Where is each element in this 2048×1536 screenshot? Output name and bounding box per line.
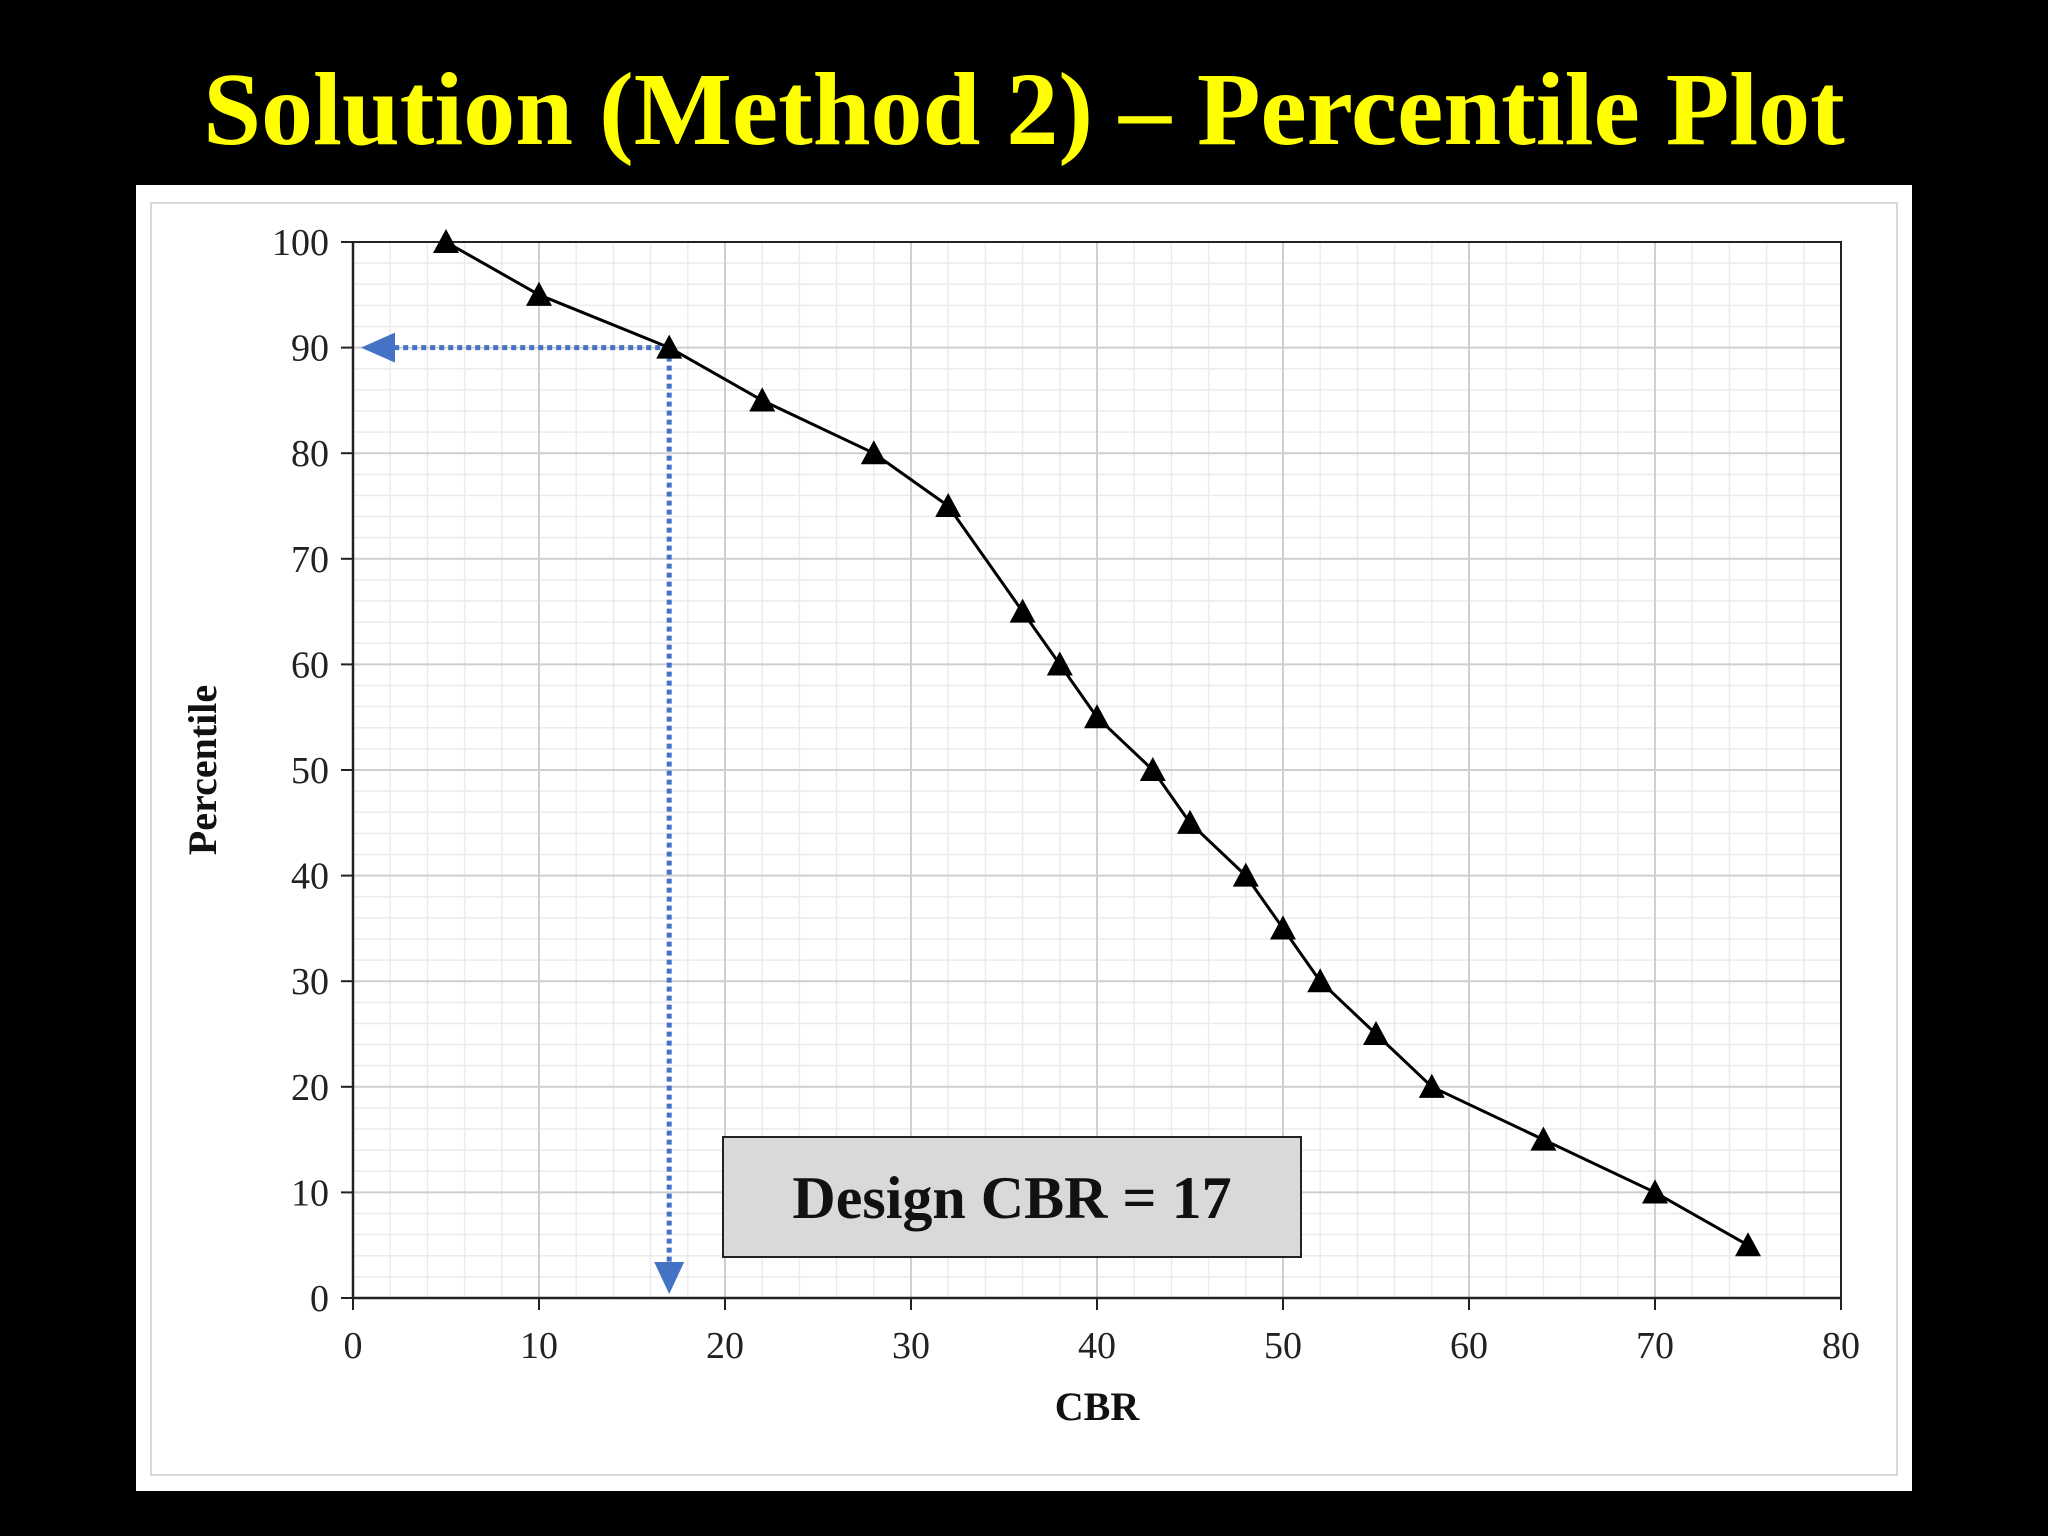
y-tick-label: 90 <box>291 328 329 370</box>
data-point-marker <box>1139 757 1166 782</box>
x-tick-label: 70 <box>1636 1325 1674 1367</box>
x-tick-label: 50 <box>1264 1325 1302 1367</box>
y-tick-label: 60 <box>291 644 329 686</box>
data-point-marker <box>860 440 887 465</box>
x-tick-label: 40 <box>1078 1325 1116 1367</box>
data-point-marker <box>1177 809 1203 834</box>
y-tick-label: 20 <box>291 1067 329 1109</box>
annotation-text: Design CBR = 17 <box>792 1165 1231 1231</box>
down-arrow-head <box>654 1262 685 1294</box>
chart-panel: 0 10 20 30 40 50 60 70 80 0 10 20 30 40 50 60 70 80 90 100 … <box>136 185 1912 1491</box>
data-point-marker <box>1735 1232 1761 1257</box>
guide-lines <box>361 332 685 1294</box>
data-point-marker <box>1046 651 1073 676</box>
x-tick-label: 80 <box>1822 1325 1860 1367</box>
data-point-marker <box>1232 862 1259 887</box>
data-point-marker <box>1642 1179 1668 1204</box>
data-point-marker <box>1307 968 1334 993</box>
y-tick-label: 40 <box>291 856 329 898</box>
y-tick-label: 50 <box>291 750 329 792</box>
data-point-marker <box>1009 598 1036 623</box>
data-point-marker <box>1270 915 1296 940</box>
tick-labels: 0 10 20 30 40 50 60 70 80 0 10 20 30 40 50 60 70 80 90 100 <box>272 222 1860 1367</box>
data-point-marker <box>433 229 459 254</box>
x-tick-label: 10 <box>520 1325 558 1367</box>
data-point-marker <box>935 493 962 518</box>
y-tick-label: 100 <box>272 222 329 264</box>
x-tick-label: 60 <box>1450 1325 1488 1367</box>
data-point-marker <box>1418 1073 1445 1098</box>
x-tick-label: 30 <box>892 1325 930 1367</box>
annotation: Design CBR = 17 <box>722 1136 1302 1258</box>
series <box>433 229 1761 1257</box>
slide-title: Solution (Method 2) – Percentile Plot <box>203 52 1845 167</box>
axes <box>341 241 1842 1310</box>
x-tick-label: 20 <box>706 1325 744 1367</box>
data-point-marker <box>1363 1021 1389 1046</box>
data-point-marker <box>656 334 683 359</box>
percentile-chart: 0 10 20 30 40 50 60 70 800102030405060708090100 … <box>150 202 1898 1476</box>
y-tick-label: 30 <box>291 961 329 1003</box>
x-axis-label: CBR <box>1055 1384 1141 1429</box>
x-tick-label: 0 <box>344 1325 363 1367</box>
y-tick-label: 10 <box>291 1172 329 1214</box>
y-tick-label: 70 <box>291 539 329 581</box>
y-tick-label: 80 <box>291 433 329 475</box>
data-point-marker <box>1530 1126 1557 1151</box>
y-axis-label: Percentile <box>180 685 225 855</box>
y-tick-label: 0 <box>310 1278 329 1320</box>
plot-area-border <box>150 202 1898 1476</box>
left-arrow-head <box>361 332 395 363</box>
annotation-box <box>722 1136 1302 1258</box>
data-point-marker <box>749 387 776 412</box>
data-point-marker <box>526 281 552 306</box>
data-point-marker <box>1084 704 1110 729</box>
